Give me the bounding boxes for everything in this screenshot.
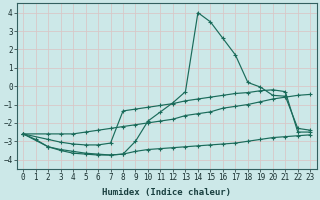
X-axis label: Humidex (Indice chaleur): Humidex (Indice chaleur) (102, 188, 231, 197)
